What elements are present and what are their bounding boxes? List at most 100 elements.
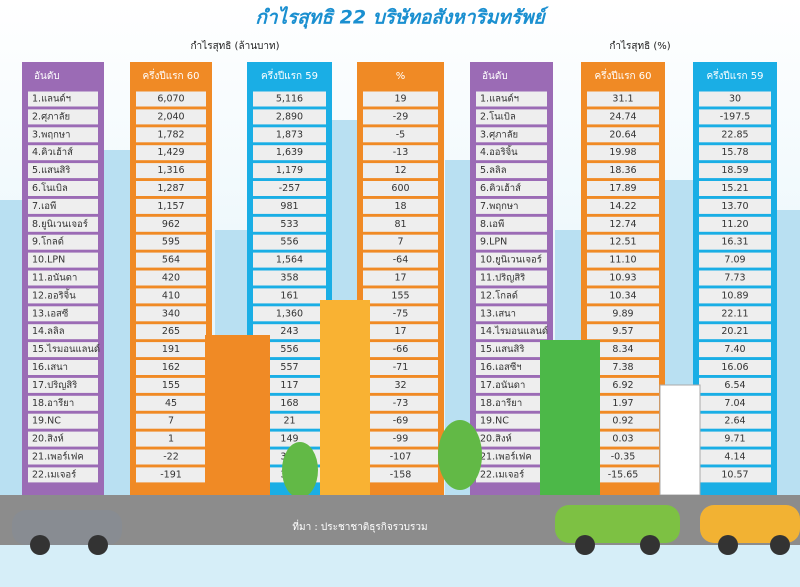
value-cell: 161	[280, 290, 298, 301]
value-cell: 1,639	[276, 147, 303, 158]
cell-bg	[363, 91, 438, 107]
cell-bg	[253, 270, 326, 286]
value-cell: -197.5	[720, 111, 751, 122]
value-cell: 13.70	[721, 201, 748, 212]
value-cell: 18.36	[609, 165, 636, 176]
value-cell: -13	[393, 147, 409, 158]
value-cell: 8.34	[612, 344, 633, 355]
foreground	[205, 300, 701, 498]
value-cell: 556	[280, 344, 298, 355]
value-cell: 24.74	[609, 111, 636, 122]
cell-bg	[587, 163, 659, 179]
value-cell: -191	[160, 469, 182, 480]
value-cell: 1,873	[276, 129, 303, 140]
value-cell: 9.89	[612, 308, 633, 319]
value-cell: -5	[396, 129, 405, 140]
value-cell: 1,429	[157, 147, 184, 158]
rank-cell: 19.NC	[32, 416, 61, 427]
rank-cell: 18.อารียา	[32, 397, 74, 409]
cell-bg	[699, 109, 771, 125]
value-cell: 265	[162, 326, 180, 337]
cell-bg	[476, 431, 547, 447]
cell-bg	[253, 163, 326, 179]
rank-cell: 12.ออริจิ้น	[32, 288, 76, 301]
cell-bg	[699, 395, 771, 411]
value-cell: 20.64	[609, 129, 636, 140]
value-cell: -66	[393, 344, 409, 355]
rank-cell: 13.เสนา	[480, 308, 516, 319]
value-cell: -158	[390, 469, 412, 480]
cell-bg	[476, 234, 547, 250]
column-header: ครึ่งปีแรก 60	[594, 68, 651, 82]
cell-bg	[699, 91, 771, 107]
value-cell: 10.34	[609, 290, 636, 301]
cell-bg	[476, 109, 547, 125]
value-cell: 1,782	[157, 129, 184, 140]
cell-bg	[476, 91, 547, 107]
value-cell: 1,316	[157, 165, 184, 176]
cell-bg	[253, 360, 326, 375]
value-cell: 1,564	[276, 255, 303, 266]
rank-cell: 21.เพอร์เฟค	[32, 451, 84, 463]
cell-bg	[699, 252, 771, 268]
cell-bg	[476, 377, 547, 393]
value-cell: 410	[162, 290, 180, 301]
cell-bg	[136, 181, 206, 196]
column-header: อันดับ	[34, 71, 60, 82]
rank-cell: 15.ไรมอนแลนด์	[32, 343, 100, 355]
cell-bg	[699, 127, 771, 143]
cell-bg	[587, 413, 659, 429]
cell-bg	[699, 145, 771, 161]
rank-cell: 5.ลลิล	[480, 165, 507, 176]
cars	[12, 505, 800, 555]
value-cell: 19.98	[609, 147, 636, 158]
cell-bg	[253, 395, 326, 411]
value-cell: 420	[162, 273, 180, 284]
rank-cell: 6.โนเบิล	[32, 182, 68, 194]
cell-bg	[699, 377, 771, 393]
cell-bg	[476, 342, 547, 358]
value-cell: 7.40	[724, 344, 745, 355]
value-cell: 0.92	[612, 416, 633, 427]
value-cell: -22	[163, 452, 179, 463]
value-cell: 1,360	[276, 308, 303, 319]
rank-cell: 10.LPN	[32, 255, 65, 266]
value-cell: -107	[390, 452, 412, 463]
cell-bg	[28, 216, 98, 232]
cell-bg	[136, 216, 206, 232]
cell-bg	[587, 181, 659, 196]
cell-bg	[363, 234, 438, 250]
rank-cell: 3.พฤกษา	[32, 129, 70, 140]
value-cell: 17.89	[609, 183, 636, 194]
rank-cell: 17.ปริญสิริ	[32, 380, 77, 391]
rank-cell: 7.เอพี	[32, 200, 56, 212]
cell-bg	[587, 288, 659, 304]
cell-bg	[363, 145, 438, 161]
cell-bg	[699, 181, 771, 196]
cell-bg	[253, 413, 326, 429]
cell-bg	[253, 234, 326, 250]
rank-cell: 8.เอพี	[480, 218, 504, 230]
value-cell: 4.14	[724, 452, 745, 463]
cell-bg	[253, 91, 326, 107]
cell-bg	[587, 91, 659, 107]
rank-cell: 10.ยูนิเวนเจอร์	[480, 254, 542, 266]
cell-bg	[363, 198, 438, 214]
cell-bg	[699, 324, 771, 340]
cell-bg	[253, 431, 326, 447]
column-header: %	[396, 71, 406, 82]
cell-bg	[28, 109, 98, 125]
value-cell: 1.97	[612, 398, 633, 409]
value-cell: 2,890	[276, 111, 303, 122]
cell-bg	[136, 360, 206, 375]
cell-bg	[476, 145, 547, 161]
cell-bg	[587, 467, 659, 483]
value-cell: 7	[397, 237, 403, 248]
cell-bg	[476, 181, 547, 196]
cell-bg	[28, 91, 98, 107]
cell-bg	[136, 449, 206, 465]
cell-bg	[476, 413, 547, 429]
cell-bg	[587, 270, 659, 286]
cell-bg	[253, 145, 326, 161]
value-cell: 2,040	[157, 111, 184, 122]
